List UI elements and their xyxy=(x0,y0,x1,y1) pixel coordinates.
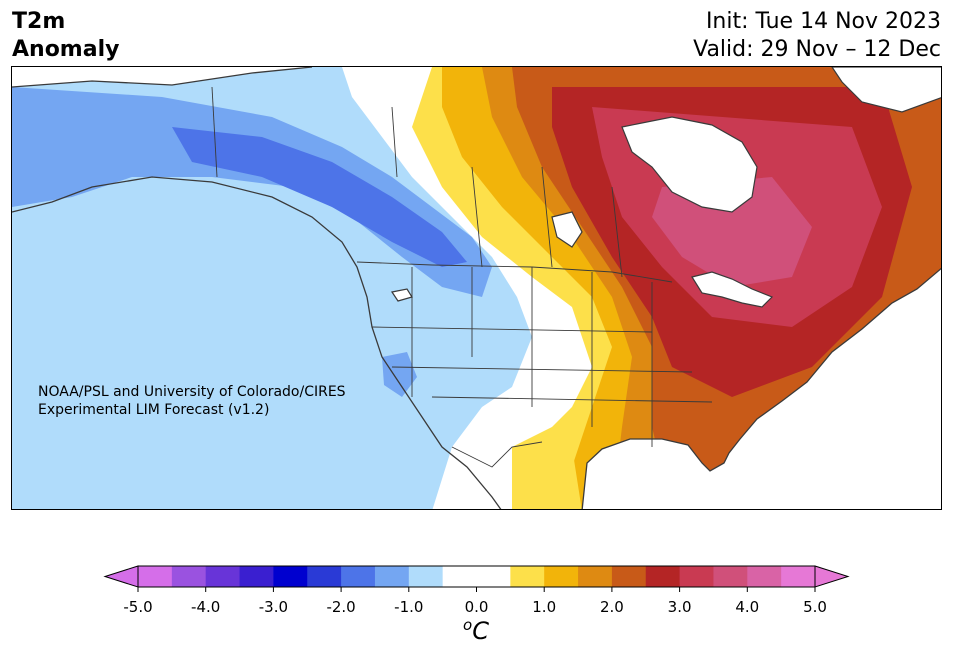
colorbar-swatch xyxy=(205,566,241,587)
colorbar-tick-label: 2.0 xyxy=(599,598,624,616)
colorbar-swatch xyxy=(679,566,714,587)
colorbar-tick-label: 0.0 xyxy=(464,598,489,616)
title-line-2: Anomaly xyxy=(12,37,120,62)
alaska-border xyxy=(211,86,218,178)
credit-line-1: NOAA/PSL and University of Colorado/CIRE… xyxy=(38,384,346,400)
colorbar-tick-label: -5.0 xyxy=(123,598,153,616)
colorbar-swatch xyxy=(476,566,511,587)
colorbar-tick-label: -4.0 xyxy=(191,598,221,616)
title-line-1: T2m xyxy=(12,9,66,34)
colorbar-swatch xyxy=(307,566,342,587)
province-lines xyxy=(391,106,623,278)
band-cold-2 xyxy=(12,87,492,297)
figure-title: T2m Anomaly xyxy=(12,8,119,64)
colorbar-tick-label: 1.0 xyxy=(532,598,557,616)
colorbar-extend-high xyxy=(814,565,850,588)
mexico-border xyxy=(451,441,543,468)
colorbar-swatch xyxy=(510,566,545,587)
colorbar-swatch xyxy=(781,566,816,587)
anomaly-map xyxy=(11,66,942,510)
colorbar-extend-low xyxy=(103,565,139,588)
band-cold-1 xyxy=(12,67,532,509)
hudson-bay xyxy=(621,116,758,213)
colorbar-tick-label: -1.0 xyxy=(394,598,424,616)
colorbar-swatch xyxy=(713,566,748,587)
map-credit: NOAA/PSL and University of Colorado/CIRE… xyxy=(38,383,346,419)
colorbar-tick-label: 3.0 xyxy=(667,598,692,616)
atlantic-gulf-coast xyxy=(581,267,941,509)
colorbar-swatch xyxy=(645,566,681,587)
water-bodies xyxy=(391,67,941,308)
colorbar-swatch xyxy=(442,566,477,587)
credit-line-2: Experimental LIM Forecast (v1.2) xyxy=(38,402,270,418)
colorbar-swatch xyxy=(408,566,444,587)
north-coast xyxy=(12,67,313,88)
state-lines-ns xyxy=(411,267,653,447)
colorbar-unit: oC xyxy=(463,616,489,645)
band-warm-6 xyxy=(652,177,812,287)
great-lakes xyxy=(691,271,774,308)
colorbar-tick-label: 5.0 xyxy=(803,598,827,616)
pacific-coast xyxy=(12,176,502,509)
map-canvas xyxy=(12,67,941,509)
arctic-water xyxy=(831,67,941,113)
colorbar-swatch xyxy=(138,566,173,587)
coastlines xyxy=(12,67,941,509)
colorbar-swatch xyxy=(611,566,647,587)
anomaly-shading xyxy=(12,67,941,509)
colorbar-tick-label: 4.0 xyxy=(735,598,760,616)
colorbar-swatch xyxy=(273,566,308,587)
colorbar-swatch xyxy=(239,566,274,587)
colorbar-tick-label: -2.0 xyxy=(326,598,356,616)
valid-dates: Valid: 29 Nov – 12 Dec xyxy=(693,37,941,62)
lake-winnipeg xyxy=(551,211,583,248)
colorbar-swatch xyxy=(171,566,207,587)
band-gulf xyxy=(512,427,582,509)
colorbar-swatch xyxy=(747,566,782,587)
forecast-dates: Init: Tue 14 Nov 2023 Valid: 29 Nov – 12… xyxy=(693,8,941,64)
colorbar-swatch xyxy=(341,566,376,587)
colorbar-swatch xyxy=(374,566,410,587)
state-lines-ew xyxy=(371,326,713,403)
colorbar-swatch xyxy=(578,566,613,587)
colorbar-tick-label: -3.0 xyxy=(258,598,289,616)
band-cold-2-sw xyxy=(382,352,417,397)
band-cold-3 xyxy=(172,127,467,267)
colorbar-swatch xyxy=(544,566,579,587)
political-borders xyxy=(211,86,713,468)
init-date: Init: Tue 14 Nov 2023 xyxy=(705,9,941,34)
